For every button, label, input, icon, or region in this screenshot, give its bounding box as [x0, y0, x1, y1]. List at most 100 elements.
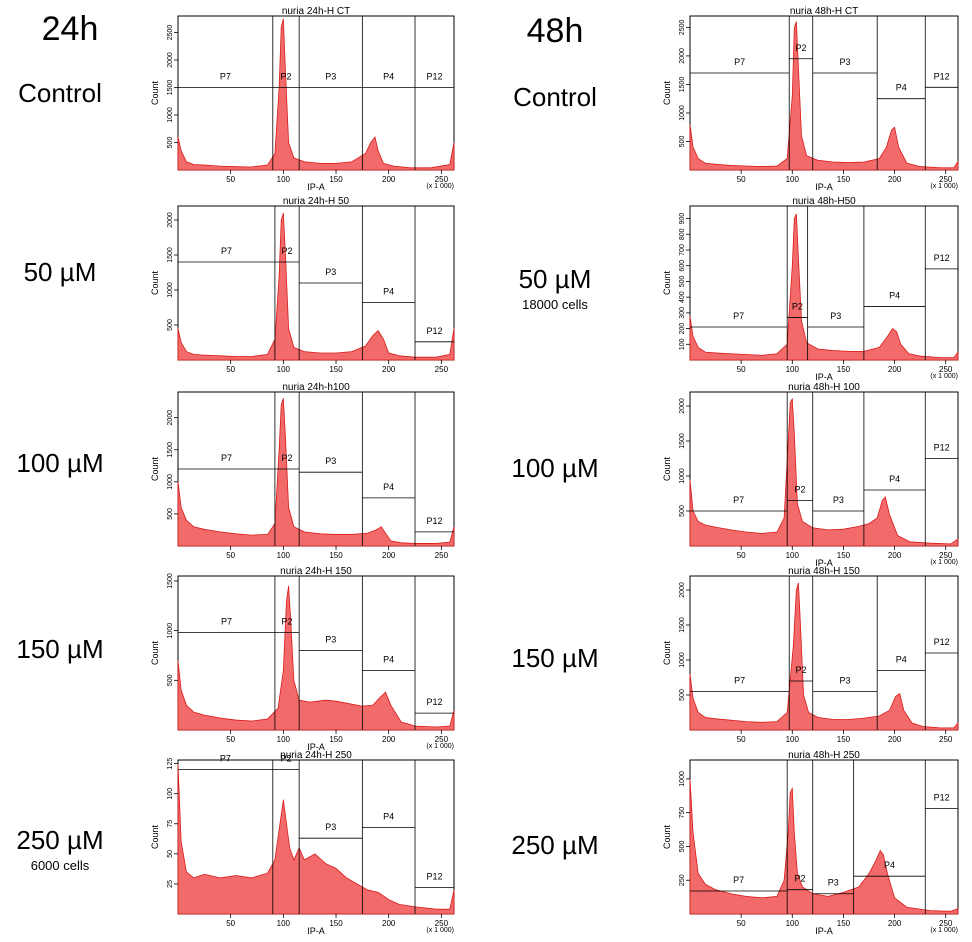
- y-tick-label: 300: [679, 307, 686, 319]
- x-tick-label: 150: [329, 735, 343, 744]
- x-tick-label: 200: [382, 919, 396, 928]
- gate-label: P3: [325, 72, 336, 82]
- x-scale-note: (x 1 000): [930, 559, 958, 566]
- gate-label: P4: [884, 860, 895, 870]
- x-scale-note: (x 1 000): [930, 927, 958, 934]
- gate-label: P7: [221, 617, 232, 627]
- y-tick-label: 1000: [167, 282, 174, 298]
- y-tick-label: 200: [679, 323, 686, 335]
- y-axis-label: Count: [150, 271, 160, 296]
- x-tick-label: 100: [277, 919, 291, 928]
- y-axis-label: Count: [150, 81, 160, 106]
- x-tick-label: 150: [837, 365, 851, 374]
- y-tick-label: 1500: [167, 247, 174, 263]
- x-tick-label: 50: [737, 365, 746, 374]
- y-tick-label: 1000: [167, 623, 174, 639]
- y-tick-label: 25: [167, 880, 174, 888]
- x-tick-label: 50: [226, 735, 235, 744]
- gate-label: P12: [427, 697, 443, 707]
- y-axis-label: Count: [150, 825, 160, 850]
- histogram-24h-100uM: nuria 24h-h100 P7 P2 P3 P4 P12 500 1000 1500 2000…: [150, 382, 455, 560]
- x-axis-label: IP-A: [307, 182, 325, 192]
- y-tick-label: 500: [679, 505, 686, 517]
- y-tick-label: 500: [679, 689, 686, 701]
- histogram-area: [689, 213, 959, 361]
- gate-label: P3: [839, 676, 850, 686]
- gate-label: P4: [889, 291, 900, 301]
- y-tick-label: 500: [679, 136, 686, 148]
- row-label: 100 µM: [16, 448, 104, 478]
- y-axis-label: Count: [662, 457, 672, 482]
- y-tick-label: 400: [679, 291, 686, 303]
- y-tick-label: 50: [167, 850, 174, 858]
- gate-label: P2: [280, 754, 291, 764]
- y-tick-label: 1500: [679, 617, 686, 633]
- row-label: 250 µM 6000 cells: [16, 825, 104, 873]
- histogram-area: [689, 582, 959, 731]
- y-tick-label: 1000: [679, 652, 686, 668]
- gate-label: P4: [896, 83, 907, 93]
- gate-label: P7: [221, 246, 232, 256]
- y-tick-label: 500: [167, 137, 174, 149]
- x-tick-label: 250: [435, 365, 449, 374]
- x-tick-label: 200: [382, 735, 396, 744]
- y-tick-label: 1500: [167, 442, 174, 458]
- x-tick-label: 150: [837, 175, 851, 184]
- gate-label: P4: [383, 287, 394, 297]
- x-axis-label: IP-A: [815, 558, 833, 568]
- plot-frame: [689, 391, 959, 547]
- y-tick-label: 2500: [679, 20, 686, 36]
- y-tick-label: 250: [679, 874, 686, 886]
- gate-label: P2: [282, 246, 293, 256]
- x-tick-label: 100: [277, 735, 291, 744]
- x-tick-label: 100: [786, 365, 800, 374]
- x-tick-label: 50: [226, 175, 235, 184]
- y-tick-label: 1500: [679, 433, 686, 449]
- x-tick-label: 100: [786, 735, 800, 744]
- gate-label: P12: [934, 443, 950, 453]
- x-scale-note: (x 1 000): [426, 927, 454, 934]
- plot-frame: [689, 15, 959, 171]
- x-tick-label: 150: [329, 175, 343, 184]
- x-tick-label: 150: [329, 919, 343, 928]
- chart-title: nuria 24h-H 50: [283, 196, 350, 207]
- y-tick-label: 2000: [679, 582, 686, 598]
- chart-title: nuria 48h-H 100: [788, 382, 860, 393]
- x-tick-label: 200: [888, 735, 902, 744]
- gate-label: P4: [383, 482, 394, 492]
- row-label: 150 µM: [511, 643, 599, 673]
- x-tick-label: 200: [888, 175, 902, 184]
- y-tick-label: 500: [167, 674, 174, 686]
- gate-label: P12: [934, 637, 950, 647]
- x-tick-label: 100: [277, 365, 291, 374]
- y-tick-label: 1000: [679, 468, 686, 484]
- gate-label: P12: [934, 253, 950, 263]
- x-tick-label: 150: [837, 735, 851, 744]
- y-tick-label: 1500: [167, 573, 174, 589]
- y-tick-label: 2500: [167, 25, 174, 41]
- y-tick-label: 500: [679, 841, 686, 853]
- chart-title: nuria 48h-H CT: [790, 6, 858, 17]
- row-label: 100 µM: [511, 453, 599, 483]
- histogram-24h-150uM: nuria 24h-H 150 P7 P2 P3 P4 P12 500 1000 1500 50 1…: [150, 566, 455, 752]
- x-scale-note: (x 1 000): [426, 743, 454, 750]
- x-tick-label: 200: [888, 919, 902, 928]
- gate-label: P12: [427, 72, 443, 82]
- y-tick-label: 1500: [167, 80, 174, 96]
- y-tick-label: 2000: [679, 398, 686, 414]
- plot-frame: [689, 575, 959, 731]
- x-tick-label: 50: [226, 551, 235, 560]
- x-tick-label: 250: [435, 735, 449, 744]
- chart-title: nuria 48h-H 250: [788, 750, 860, 761]
- gate-label: P3: [839, 57, 850, 67]
- y-tick-label: 800: [679, 228, 686, 240]
- x-tick-label: 100: [786, 919, 800, 928]
- plot-frame: [689, 759, 959, 915]
- y-axis-label: Count: [150, 457, 160, 482]
- histogram-24h-control: nuria 24h-H CT P7 P2 P3 P4 P12 500 1000 1500 2000…: [150, 6, 455, 192]
- y-axis-label: Count: [662, 81, 672, 106]
- x-tick-label: 150: [329, 551, 343, 560]
- x-tick-label: 250: [939, 175, 953, 184]
- plot-frame: [177, 15, 455, 171]
- x-tick-label: 100: [786, 175, 800, 184]
